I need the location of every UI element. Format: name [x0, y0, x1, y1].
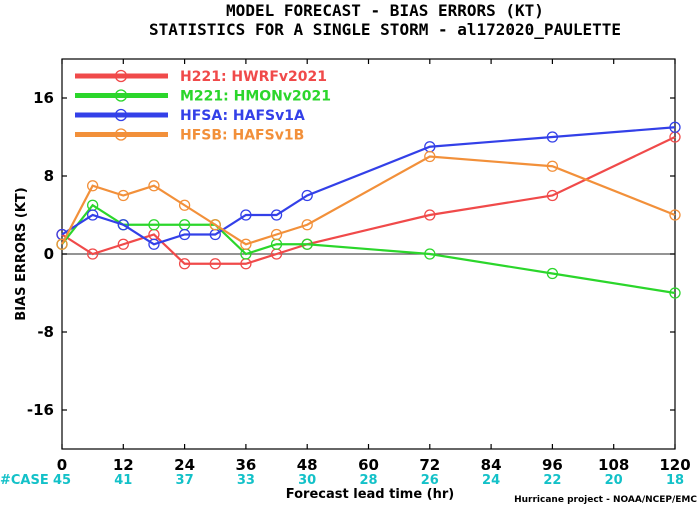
series-3-point [148, 238, 160, 250]
series-1-point [178, 258, 191, 270]
x-tick-label: 24 [174, 456, 195, 474]
case-count: 24 [482, 473, 500, 488]
case-count: 33 [237, 473, 255, 488]
series-3-point [87, 209, 99, 221]
series-1-point [546, 189, 559, 202]
series-4-point [424, 150, 436, 163]
series-3-point [178, 228, 191, 241]
legend-marker-3 [114, 108, 128, 122]
series-3-point [669, 121, 681, 133]
x-tick-label: 84 [481, 456, 502, 474]
y-tick-label: -16 [27, 401, 54, 419]
series-2-point [301, 238, 313, 250]
legend-marker-1 [114, 69, 128, 83]
series-4-point [87, 180, 99, 192]
y-tick-label: 0 [44, 245, 54, 263]
x-axis-ticks: 0 12 24 36 48 60 72 84 96 108 120 [57, 59, 691, 474]
series-4-point [546, 160, 559, 172]
series-2-point [148, 219, 160, 231]
series-line-4 [61, 155, 676, 246]
series-4-point [669, 209, 681, 221]
case-count-row: 45 41 37 33 30 28 26 24 22 20 18 [53, 473, 684, 488]
series-4-point [148, 180, 160, 192]
series-4-point [178, 199, 191, 211]
case-count: 22 [543, 473, 561, 488]
series-3-point [240, 209, 252, 221]
series-4-point [301, 219, 313, 231]
case-count: 20 [605, 473, 623, 488]
series-4-point [209, 219, 221, 231]
legend-label-2: M221: HMONv2021 [180, 89, 331, 105]
series-2-point [669, 287, 681, 299]
x-tick-label: 36 [235, 456, 256, 474]
series-2-point [546, 267, 559, 280]
case-count: 18 [666, 473, 684, 488]
legend: H221: HWRFv2021 M221: HMONv2021 HFSA: HAFS… [75, 69, 331, 144]
x-tick-label: 0 [57, 456, 67, 474]
series-4-point [270, 228, 283, 241]
case-count: 26 [421, 473, 439, 488]
case-count: 28 [359, 473, 377, 488]
series-4-point [117, 189, 129, 202]
chart-title: MODEL FORECAST - BIAS ERRORS (KT) [226, 1, 544, 20]
legend-label-1: H221: HWRFv2021 [180, 69, 327, 85]
y-tick-label: -8 [37, 323, 54, 341]
series-3-point [270, 209, 283, 221]
x-tick-label: 60 [358, 456, 379, 474]
series-3-point [301, 189, 313, 202]
series-1-point [424, 209, 436, 221]
chart-subtitle: STATISTICS FOR A SINGLE STORM - al172020… [149, 20, 621, 39]
case-count: 30 [298, 473, 316, 488]
legend-marker-4 [114, 128, 128, 141]
series-3-point [117, 219, 129, 231]
x-tick-label: 96 [542, 456, 563, 474]
series-4-point [240, 238, 252, 250]
legend-label-4: HFSB: HAFSv1B [180, 128, 304, 144]
x-tick-label: 120 [659, 456, 690, 474]
series-2-point [424, 248, 436, 260]
x-axis-label: Forecast lead time (hr) [286, 487, 454, 502]
y-tick-label: 16 [33, 89, 54, 107]
legend-marker-2 [114, 89, 128, 102]
series-layer [56, 121, 681, 299]
y-axis-ticks: -16 -8 0 8 16 [27, 89, 675, 419]
x-tick-label: 12 [113, 456, 134, 474]
series-1-point [87, 248, 99, 260]
legend-label-3: HFSA: HAFSv1A [180, 108, 305, 124]
y-tick-label: 8 [44, 167, 54, 185]
series-1-point [209, 258, 221, 270]
series-1-point [117, 238, 129, 250]
x-tick-label: 48 [297, 456, 318, 474]
case-count: 41 [114, 473, 132, 488]
case-count: 37 [176, 473, 194, 488]
series-4-point [56, 238, 68, 250]
case-row-label: #CASE [0, 473, 49, 488]
credit-text: Hurricane project - NOAA/NCEP/EMC [514, 495, 697, 505]
series-3-point [546, 131, 559, 143]
case-count: 45 [53, 473, 71, 488]
series-line-2 [61, 203, 676, 295]
x-tick-label: 72 [419, 456, 440, 474]
y-axis-label: BIAS ERRORS (KT) [14, 187, 29, 320]
x-tick-label: 108 [598, 456, 629, 474]
